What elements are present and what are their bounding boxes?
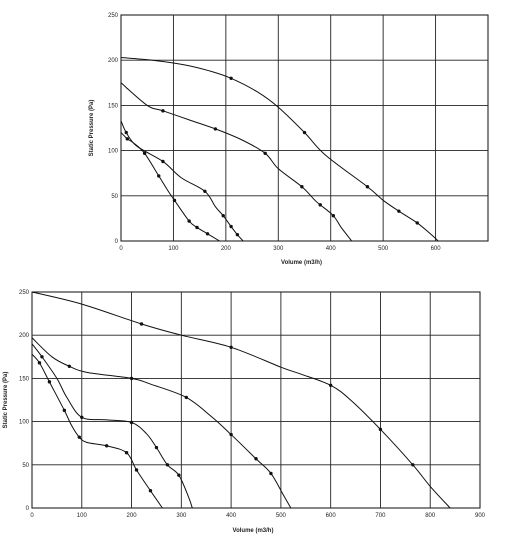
performance-curve-3 [120, 82, 353, 242]
x-tick-label: 600 [431, 246, 442, 252]
curve-4-point [302, 130, 307, 135]
y-tick-label: 0 [26, 506, 30, 512]
curve-4-point [411, 463, 415, 467]
curve-3-point [184, 395, 189, 400]
curve-2-point [154, 445, 159, 450]
curve-1-point [157, 174, 161, 178]
y-axis-label: Static Pressure (Pa) [3, 372, 9, 429]
curve-1-point [125, 137, 129, 141]
x-axis-label: Volume (m3/h) [233, 528, 274, 534]
y-tick-label: 100 [19, 420, 30, 426]
curve-1-point [187, 219, 191, 223]
y-tick-label: 250 [108, 13, 119, 19]
y-tick-label: 50 [111, 194, 118, 200]
curve-1-point [205, 232, 210, 236]
x-axis-label: Volume (m3/h) [281, 260, 322, 266]
curve-3-point [331, 213, 336, 218]
x-tick-label: 400 [226, 513, 237, 519]
curve-3-point [161, 109, 165, 113]
curve-1-point [134, 468, 139, 472]
curve-1-point [104, 444, 109, 448]
curve-4-point [139, 322, 144, 326]
chart-panel-1: 0 100 200 300 400 500 600 0 50 100 150 200 250 Volume… [89, 13, 489, 266]
x-tick-label: 0 [30, 513, 34, 519]
curve-3-point [254, 457, 258, 461]
x-tick-label: 300 [176, 513, 187, 519]
x-tick-label: 700 [375, 513, 386, 519]
curve-1-point [195, 225, 199, 230]
x-tick-label: 0 [119, 246, 123, 252]
curve-2-point [40, 355, 44, 359]
curve-1-point [124, 451, 129, 455]
performance-curve-4 [120, 56, 439, 242]
performance-curve-1 [120, 132, 220, 242]
x-tick-label: 100 [77, 513, 88, 519]
curve-3-point [67, 364, 72, 369]
y-tick-label: 150 [19, 376, 30, 382]
y-tick-label: 50 [22, 463, 29, 469]
curve-2-point [124, 130, 128, 135]
y-tick-label: 150 [108, 103, 119, 109]
curve-2-point [165, 463, 170, 467]
y-tick-label: 0 [115, 239, 119, 245]
performance-curve-3 [31, 337, 292, 509]
performance-curve-4 [31, 291, 451, 509]
x-tick-label: 900 [475, 513, 486, 519]
x-tick-label: 100 [168, 246, 179, 252]
curve-3-point [213, 127, 218, 131]
x-tick-label: 200 [127, 513, 138, 519]
curve-4-point [415, 221, 419, 225]
curve-1-point [47, 380, 52, 384]
curve-4-point [397, 209, 401, 213]
curve-1-point [172, 198, 177, 203]
curve-3-point [229, 432, 233, 437]
curve-1-point [37, 361, 42, 365]
curve-3-point [318, 203, 322, 207]
curve-1-point [62, 408, 67, 413]
curve-4-point [365, 185, 370, 189]
curve-2-point [203, 189, 207, 193]
x-tick-label: 800 [425, 513, 436, 519]
performance-curve-2 [31, 343, 193, 509]
plot-frame [120, 14, 489, 242]
curve-1-point [142, 151, 147, 156]
curve-2-point [80, 415, 84, 419]
curve-1-point [148, 489, 153, 493]
y-tick-label: 200 [19, 333, 30, 339]
curve-2-point [229, 224, 233, 229]
x-tick-label: 300 [273, 246, 284, 252]
x-tick-label: 400 [326, 246, 337, 252]
curve-4-point [328, 383, 333, 388]
curve-3-point [269, 471, 273, 476]
x-tick-label: 500 [276, 513, 287, 519]
performance-curve-1 [31, 353, 163, 509]
curve-2-point [177, 473, 181, 477]
curve-2-point [129, 420, 134, 425]
chart-panel-2: 0 100 200 300 400 500 600 700 800 900 0 50 100 150 200… [3, 290, 486, 534]
curve-4-point [229, 345, 233, 349]
curve-2-point [235, 232, 240, 237]
y-tick-label: 250 [19, 290, 30, 296]
y-tick-label: 200 [108, 58, 119, 64]
x-tick-label: 200 [221, 246, 232, 252]
curve-3-point [263, 151, 267, 156]
y-tick-label: 100 [108, 149, 119, 155]
performance-curve-2 [120, 120, 244, 242]
curve-2-point [221, 213, 225, 218]
curve-3-point [300, 185, 304, 189]
y-axis-label: Static Pressure (Pa) [89, 100, 95, 157]
curve-4-point [378, 427, 383, 432]
curve-4-point [229, 76, 233, 80]
x-tick-label: 500 [378, 246, 389, 252]
curve-1-point [77, 435, 81, 439]
x-tick-label: 600 [326, 513, 337, 519]
plot-frame [31, 291, 481, 509]
curve-2-point [161, 159, 165, 164]
curve-3-point [129, 376, 134, 381]
